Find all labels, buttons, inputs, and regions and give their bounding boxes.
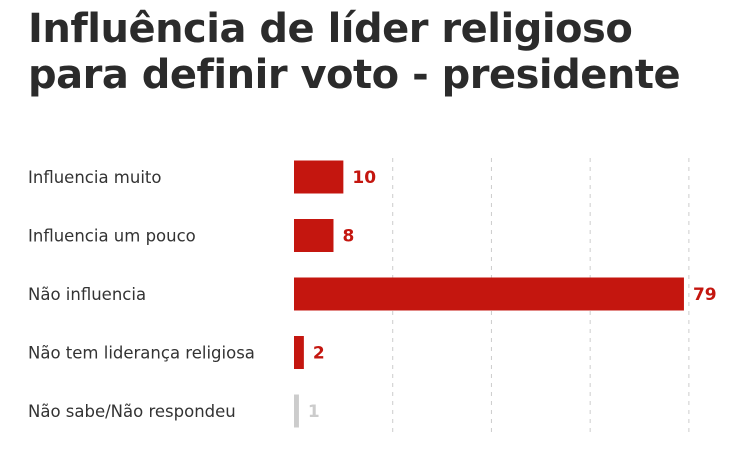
title-line-1: Influência de líder religioso [28, 6, 633, 52]
bar [294, 394, 299, 428]
value-label: 10 [352, 168, 376, 188]
value-label: 79 [693, 285, 717, 305]
value-label: 8 [342, 227, 354, 247]
bar [294, 277, 684, 311]
category-label: Influencia muito [28, 168, 161, 187]
category-label: Não tem liderança religiosa [28, 344, 255, 363]
chart-title: Influência de líder religioso para defin… [28, 6, 728, 98]
category-label: Influencia um pouco [28, 227, 196, 246]
category-label: Não sabe/Não respondeu [28, 402, 236, 421]
category-label: Não influencia [28, 285, 146, 304]
bar [294, 219, 334, 252]
value-label: 2 [313, 344, 325, 364]
value-label: 1 [308, 402, 320, 422]
bar [294, 160, 344, 194]
title-line-2: para definir voto - presidente [28, 52, 681, 98]
bar [294, 336, 304, 369]
